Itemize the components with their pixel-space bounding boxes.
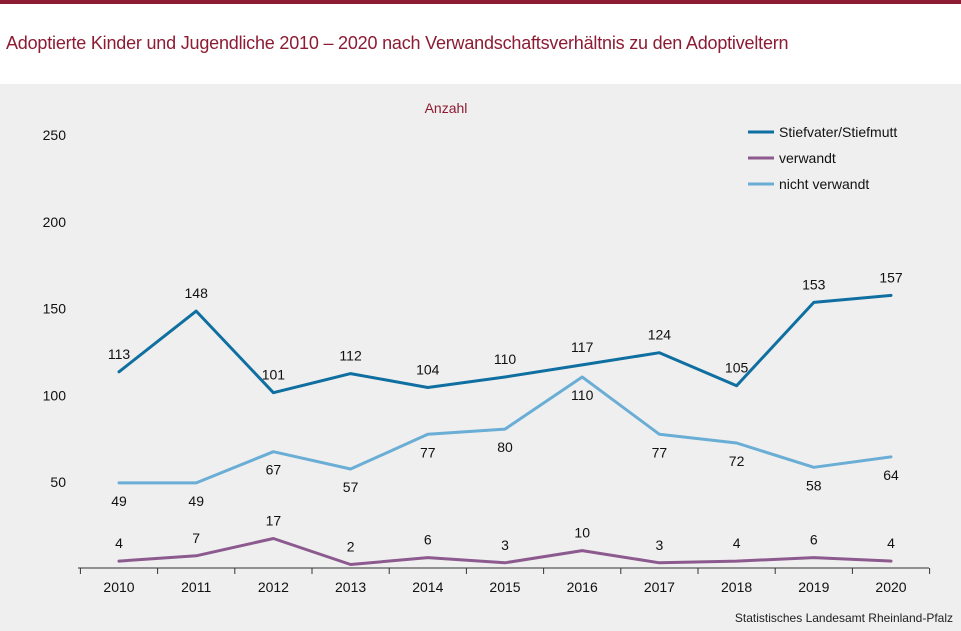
y-tick-label: 50 — [50, 474, 66, 490]
data-label: 101 — [262, 367, 286, 383]
x-tick-label: 2020 — [875, 579, 906, 595]
data-label: 10 — [574, 525, 590, 541]
data-label: 77 — [420, 444, 436, 460]
data-label: 3 — [501, 537, 509, 553]
data-label: 110 — [571, 387, 594, 403]
y-axis-label: Anzahl — [425, 100, 468, 116]
data-label: 80 — [497, 439, 513, 455]
data-label: 67 — [266, 462, 282, 478]
data-label: 6 — [424, 532, 432, 548]
chart-title: Adoptierte Kinder und Jugendliche 2010 –… — [6, 33, 789, 53]
x-tick-label: 2012 — [258, 579, 289, 595]
y-tick-label: 150 — [43, 301, 67, 317]
chart-area — [0, 84, 961, 631]
data-label: 153 — [802, 276, 826, 292]
data-label: 110 — [494, 351, 517, 367]
data-label: 157 — [879, 269, 903, 285]
x-tick-label: 2013 — [335, 579, 366, 595]
y-tick-label: 200 — [43, 214, 67, 230]
data-label: 148 — [185, 285, 209, 301]
header: Adoptierte Kinder und Jugendliche 2010 –… — [0, 4, 961, 73]
data-label: 72 — [729, 453, 745, 469]
series-line-3 — [117, 375, 893, 485]
data-label: 105 — [725, 360, 749, 376]
data-label: 104 — [416, 361, 440, 377]
data-label: 57 — [343, 479, 359, 495]
top-accent-bar — [0, 0, 961, 4]
legend-label: Stiefvater/Stiefmutt — [779, 124, 897, 140]
x-tick-label: 2010 — [103, 579, 134, 595]
legend-label: nicht verwandt — [779, 176, 869, 192]
series-line-2 — [117, 537, 893, 566]
data-label: 6 — [810, 532, 818, 548]
data-label: 49 — [188, 493, 204, 509]
data-label: 4 — [887, 535, 895, 551]
y-tick-label: 250 — [43, 127, 67, 143]
series-line-1 — [117, 293, 893, 395]
data-label: 49 — [111, 493, 127, 509]
data-label: 17 — [266, 512, 282, 528]
data-label: 124 — [648, 327, 672, 343]
legend-label: verwandt — [779, 150, 836, 166]
data-label: 3 — [656, 537, 664, 553]
x-tick-label: 2019 — [798, 579, 829, 595]
y-tick-label: 100 — [43, 387, 67, 403]
x-tick-label: 2017 — [644, 579, 675, 595]
data-label: 112 — [339, 348, 362, 364]
data-label: 2 — [347, 539, 355, 555]
x-tick-label: 2014 — [412, 579, 443, 595]
x-tick-label: 2016 — [567, 579, 598, 595]
data-label: 58 — [806, 477, 822, 493]
data-label: 4 — [733, 535, 741, 551]
source-note: Statistisches Landesamt Rheinland-Pfalz — [734, 611, 953, 625]
x-tick-label: 2018 — [721, 579, 752, 595]
data-label: 77 — [652, 444, 668, 460]
data-label: 64 — [883, 467, 899, 483]
data-label: 113 — [108, 346, 131, 362]
x-tick-label: 2015 — [489, 579, 520, 595]
data-label: 7 — [192, 530, 200, 546]
data-label: 117 — [571, 339, 594, 355]
data-label: 4 — [115, 535, 123, 551]
x-tick-label: 2011 — [181, 579, 211, 595]
